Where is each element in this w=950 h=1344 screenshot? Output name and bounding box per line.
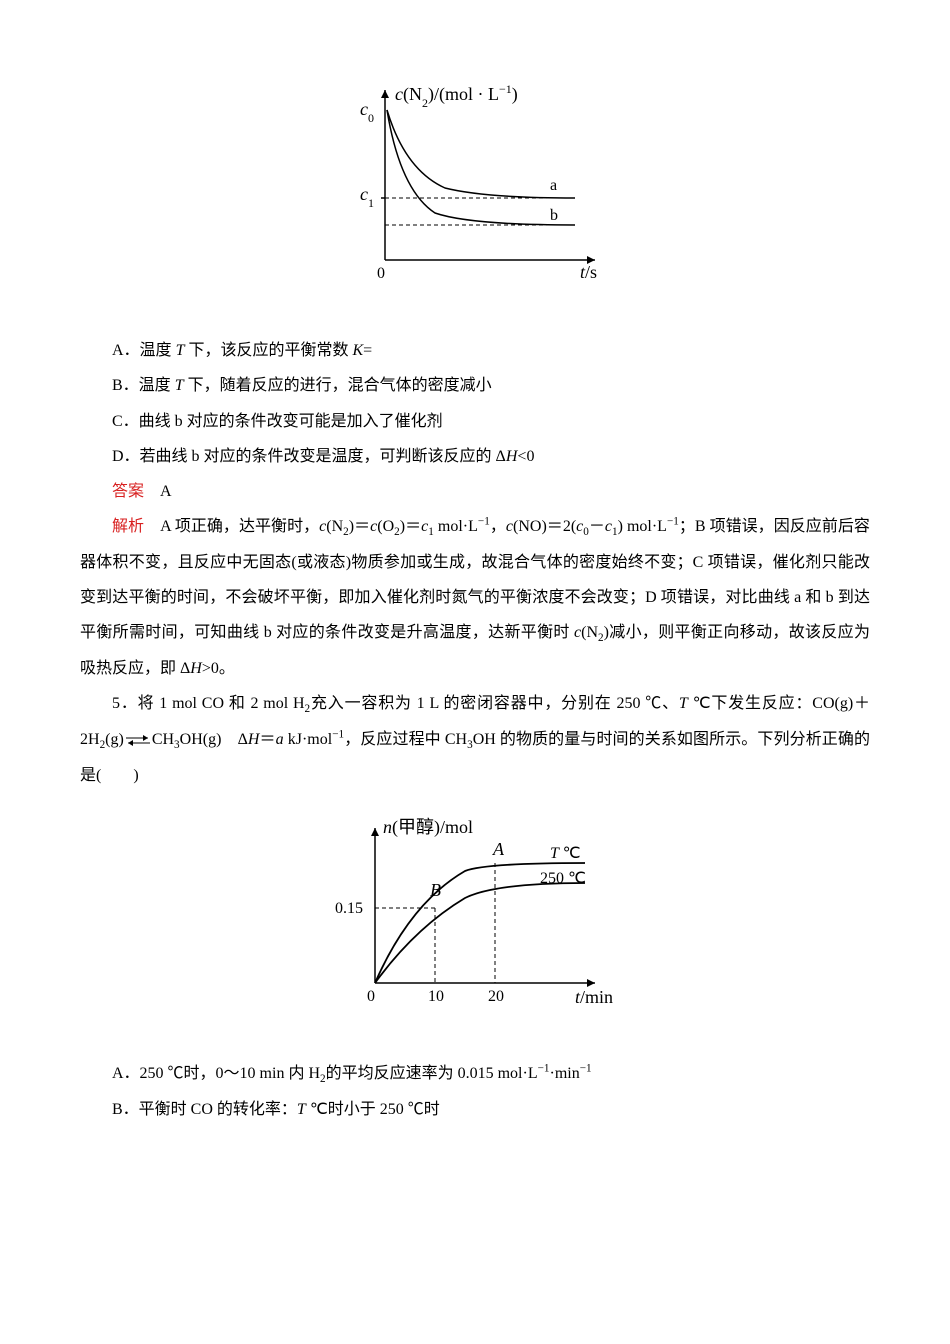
chart1-svg: c(N2)/(mol · L−1) t/s c0 c1 0 a b — [335, 80, 615, 290]
chart1-c1: c1 — [360, 184, 374, 210]
option-b: B．温度 T 下，随着反应的进行，混合气体的密度减小 — [80, 368, 870, 403]
chart2-x10: 10 — [428, 988, 444, 1005]
chart2-ylabel: n(甲醇)/mol — [383, 817, 473, 838]
question-5: 5．将 1 mol CO 和 2 mol H2充入一容积为 1 L 的密闭容器中… — [80, 686, 870, 793]
chart1-c0: c0 — [360, 99, 374, 125]
chart2-label-A: A — [492, 839, 505, 859]
chart1-ylabel: c(N2)/(mol · L−1) — [395, 82, 518, 110]
explain-label: 解析 — [112, 518, 144, 535]
chart2-label-T: T ℃ — [550, 845, 581, 862]
option-a: A．温度 T 下，该反应的平衡常数 K= — [80, 333, 870, 368]
chart2-svg: n(甲醇)/mol t/min 0 10 20 0.15 A T ℃ B 250… — [315, 813, 635, 1013]
chart1-curve-a: a — [550, 177, 557, 194]
chart2-xlabel: t/min — [575, 987, 613, 1007]
chart2-label-250: 250 ℃ — [540, 870, 586, 887]
chart-n2-concentration: c(N2)/(mol · L−1) t/s c0 c1 0 a b — [80, 80, 870, 303]
chart-methanol: n(甲醇)/mol t/min 0 10 20 0.15 A T ℃ B 250… — [80, 813, 870, 1026]
option-d: D．若曲线 b 对应的条件改变是温度，可判断该反应的 ΔH<0 — [80, 439, 870, 474]
chart1-xlabel: t/s — [580, 262, 597, 282]
chart2-y015: 0.15 — [335, 900, 363, 917]
chart2-label-B: B — [430, 880, 441, 900]
chart1-curve-b: b — [550, 207, 558, 224]
q5-option-a: A．250 ℃时，0～10 min 内 H2的平均反应速率为 0.015 mol… — [80, 1056, 870, 1092]
answer-line: 答案 A — [80, 474, 870, 509]
q5-option-b: B．平衡时 CO 的转化率：T ℃时小于 250 ℃时 — [80, 1092, 870, 1127]
chart2-origin: 0 — [367, 988, 375, 1005]
explanation: 解析 A 项正确，达平衡时，c(N2)＝c(O2)＝c1 mol·L−1，c(N… — [80, 509, 870, 686]
answer-value: A — [160, 483, 172, 500]
chart1-origin: 0 — [377, 265, 385, 282]
option-c: C．曲线 b 对应的条件改变可能是加入了催化剂 — [80, 404, 870, 439]
chart2-x20: 20 — [488, 988, 504, 1005]
answer-label: 答案 — [112, 483, 144, 500]
